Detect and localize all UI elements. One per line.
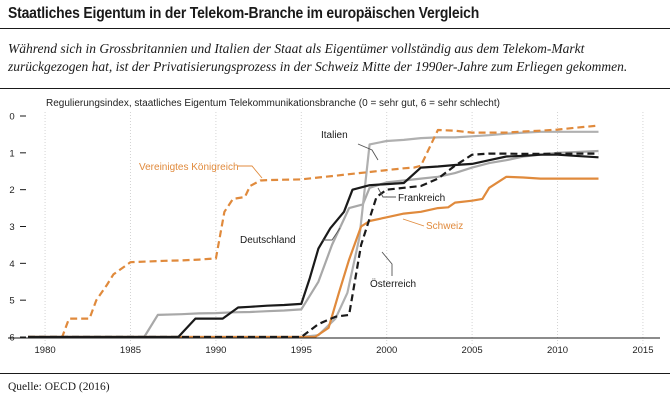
x-tick-label-2015: 2015 bbox=[632, 345, 653, 356]
y-tick-label-3: 3 bbox=[9, 222, 14, 233]
chart-title: Staatliches Eigentum in der Telekom-Bran… bbox=[8, 5, 480, 22]
series-label-italien: Italien bbox=[321, 130, 348, 141]
series-label-deutschland: Deutschland bbox=[240, 235, 296, 246]
y-axis-label: Regulierungsindex, staatliches Eigentum … bbox=[46, 98, 500, 109]
footer-rule bbox=[0, 373, 670, 374]
title-rule bbox=[0, 28, 670, 29]
series-label--sterreich: Österreich bbox=[370, 278, 416, 290]
leader-line-schweiz bbox=[402, 218, 425, 227]
series-line--sterreich bbox=[28, 152, 599, 339]
leader-line-frankreich bbox=[377, 187, 396, 198]
grid bbox=[44, 112, 644, 346]
leader-line--sterreich bbox=[381, 251, 393, 276]
y-tick-label-5: 5 bbox=[9, 296, 14, 307]
leader-line-deutschland bbox=[322, 227, 341, 241]
axes: 1980 1985 1990 1995 2000 2005 2010 2015 0 1 2 3 4 5 6 bbox=[8, 112, 660, 356]
leader-line-italien bbox=[357, 143, 379, 161]
series-label-vereinigtes-k-nigreich: Vereinigtes Königreich bbox=[139, 162, 239, 173]
x-tick-label-1990: 1990 bbox=[205, 345, 226, 356]
x-tick-label-1995: 1995 bbox=[291, 345, 312, 356]
y-tick-label-0: 0 bbox=[9, 112, 14, 123]
y-tick-label-4: 4 bbox=[9, 259, 14, 270]
x-tick-label-1980: 1980 bbox=[35, 345, 56, 356]
series-line-italien bbox=[28, 130, 599, 339]
series-labels: Vereinigtes Königreich Italien Frankreich D… bbox=[139, 130, 463, 290]
series-line-vereinigtes-k-nigreich bbox=[28, 124, 599, 339]
leader-line-vereinigtes-k-nigreich bbox=[238, 165, 263, 179]
chart-subtitle: Während sich in Grossbritannien und Ital… bbox=[8, 41, 628, 74]
series-line-deutschland bbox=[28, 149, 599, 339]
series-group bbox=[28, 124, 599, 339]
source-note: Quelle: OECD (2016) bbox=[8, 381, 110, 393]
y-tick-label-2: 2 bbox=[9, 185, 14, 196]
series-line-schweiz bbox=[28, 175, 599, 339]
series-label-schweiz: Schweiz bbox=[426, 221, 463, 232]
chart-top-rule bbox=[0, 88, 670, 89]
x-tick-label-2010: 2010 bbox=[547, 345, 568, 356]
series-line-frankreich bbox=[28, 153, 599, 339]
series-label-frankreich: Frankreich bbox=[398, 193, 445, 204]
x-tick-label-2000: 2000 bbox=[376, 345, 397, 356]
x-tick-label-1985: 1985 bbox=[120, 345, 141, 356]
y-tick-label-6: 6 bbox=[9, 333, 14, 344]
y-tick-label-1: 1 bbox=[9, 148, 14, 159]
x-tick-label-2005: 2005 bbox=[462, 345, 483, 356]
